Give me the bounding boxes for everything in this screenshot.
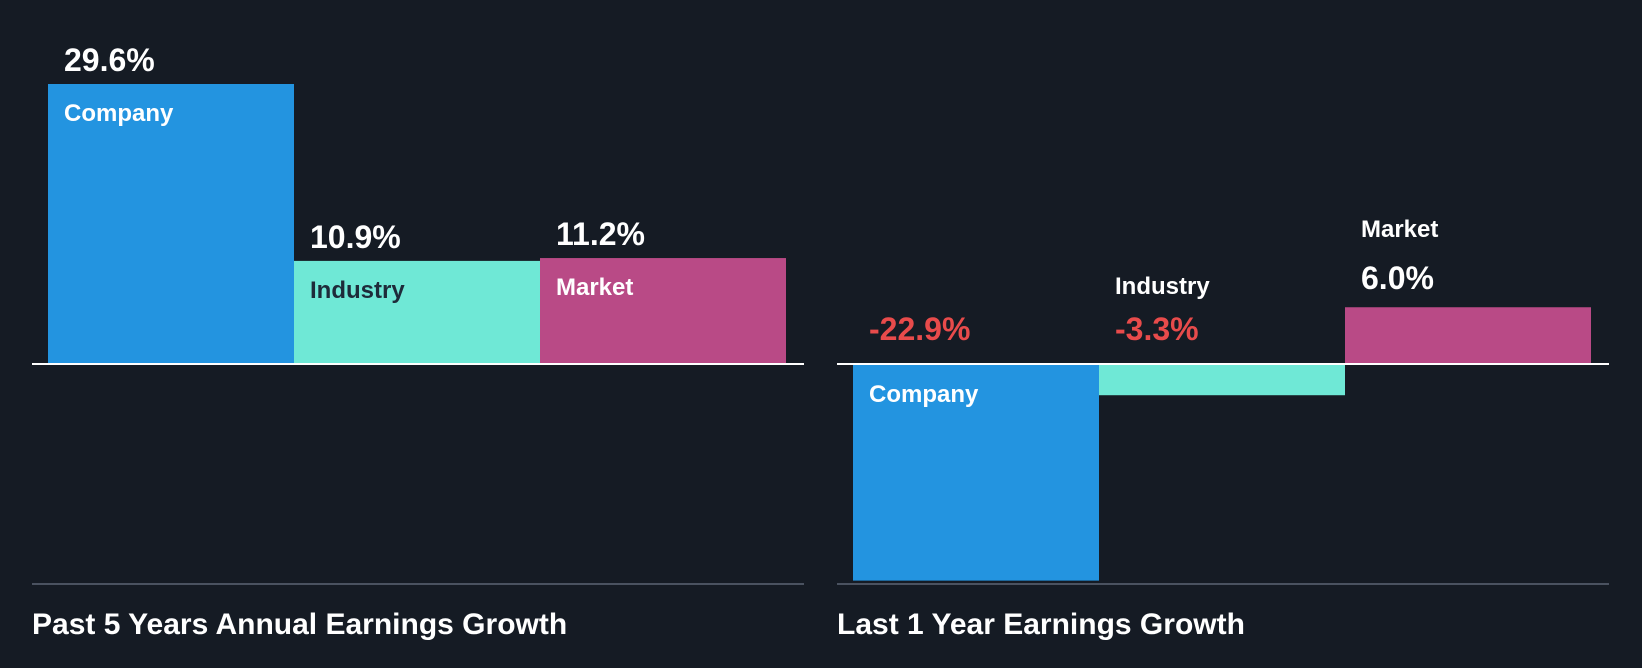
value-label-company: 29.6% xyxy=(64,42,155,78)
value-label-market: 6.0% xyxy=(1361,260,1434,296)
bars xyxy=(48,84,786,364)
bar-labels: 29.6% Company 10.9% Industry 11.2% Market xyxy=(64,42,645,304)
value-label-market: 11.2% xyxy=(556,216,645,252)
category-label-company: Company xyxy=(869,381,979,408)
chart-title: Last 1 Year Earnings Growth xyxy=(837,608,1245,641)
bar-industry xyxy=(1099,364,1345,396)
bars xyxy=(853,307,1591,581)
chart-title: Past 5 Years Annual Earnings Growth xyxy=(32,608,567,641)
value-label-industry: -3.3% xyxy=(1115,311,1199,347)
category-label-market: Market xyxy=(1361,216,1438,243)
category-label-industry: Industry xyxy=(310,277,405,304)
category-label-industry: Industry xyxy=(1115,273,1210,300)
bar-labels: -22.9% Company -3.3% Industry 6.0% Market xyxy=(869,216,1438,408)
bar-industry xyxy=(294,260,540,364)
bar-market xyxy=(540,258,786,364)
bar-company xyxy=(853,364,1099,581)
chart-last-1-year: -22.9% Company -3.3% Industry 6.0% Market Las… xyxy=(837,216,1609,641)
chart-past-5-years: 29.6% Company 10.9% Industry 11.2% Market Pas… xyxy=(32,42,804,641)
value-label-company: -22.9% xyxy=(869,311,970,347)
category-label-market: Market xyxy=(556,274,633,301)
bar-company xyxy=(48,84,294,364)
bar-market xyxy=(1345,307,1591,364)
category-label-company: Company xyxy=(64,100,174,127)
value-label-industry: 10.9% xyxy=(310,219,401,255)
